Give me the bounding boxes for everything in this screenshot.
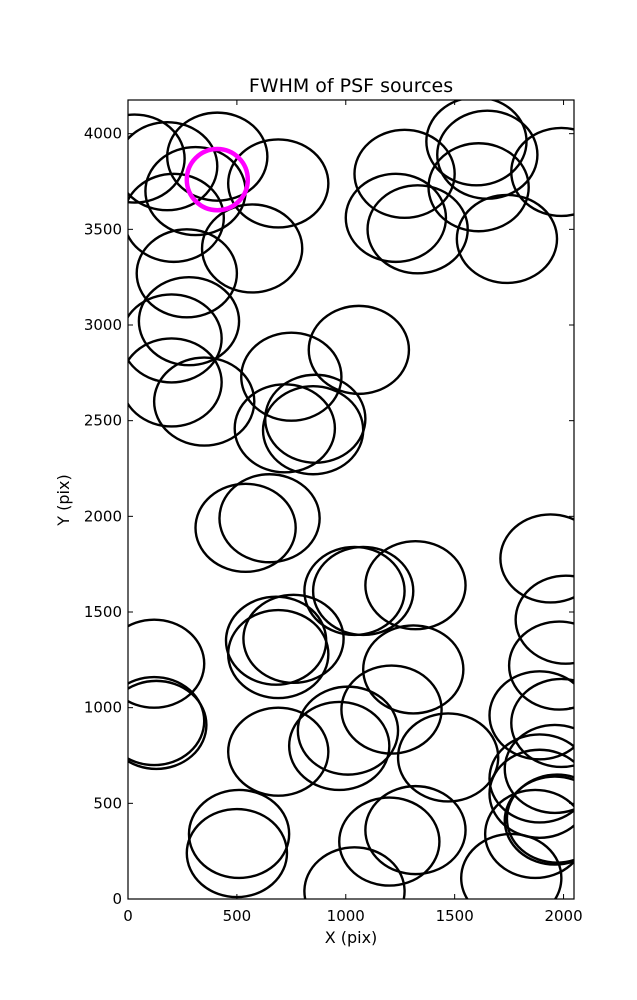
psf-source-circle	[152, 356, 256, 447]
y-tick-label: 3000	[84, 316, 122, 334]
psf-source-circle	[483, 788, 574, 880]
axis-ticks: 0 500 1000 1500 2000 0 500 1000 1500 2000 2500 3000…	[84, 100, 583, 925]
psf-source-circle	[366, 184, 469, 275]
x-tick-label: 1000	[327, 907, 365, 925]
chart-title: FWHM of PSF sources	[249, 75, 453, 97]
y-tick-label: 0	[112, 890, 122, 908]
psf-source-circle	[233, 383, 337, 474]
psf-source-circle	[137, 275, 241, 367]
x-tick-label: 500	[223, 907, 252, 925]
psf-source-circle	[503, 775, 574, 866]
psf-source-circle	[455, 193, 559, 285]
psf-source-circle	[128, 113, 186, 204]
psf-source-circle	[226, 138, 330, 229]
psf-source-circle	[200, 203, 304, 294]
y-tick-label: 500	[93, 794, 122, 812]
plot-area	[128, 100, 574, 899]
psf-source-circle	[510, 126, 574, 218]
psf-source-circle	[296, 685, 400, 776]
psf-source-circle	[364, 540, 467, 631]
psf-source-circle	[128, 293, 223, 384]
psf-source-circle	[507, 620, 574, 711]
psf-source-circle	[510, 677, 574, 769]
psf-source-circle	[460, 832, 563, 899]
psf-source-circle	[338, 796, 441, 887]
psf-source-circle	[226, 706, 330, 797]
psf-source-circle	[344, 172, 448, 264]
x-tick-label: 1500	[436, 907, 474, 925]
psf-source-circle	[311, 545, 415, 637]
psf-source-circle	[505, 773, 574, 864]
y-tick-label: 3500	[84, 220, 122, 238]
psf-source-circle	[240, 331, 343, 422]
y-tick-label: 4000	[84, 125, 122, 143]
psf-source-circle	[242, 593, 345, 684]
psf-source-circle	[185, 807, 289, 899]
psf-source-circle	[128, 121, 219, 212]
psf-source-circle	[135, 228, 239, 319]
psf-source-circle	[128, 337, 223, 428]
psf-source-circle	[427, 142, 530, 233]
x-tick-label: 0	[123, 907, 133, 925]
x-axis-label: X (pix)	[325, 928, 378, 947]
plot-frame	[127, 99, 575, 900]
psf-source-circle	[353, 128, 456, 220]
highlighted-source-circle	[184, 146, 251, 213]
psf-source-circle	[218, 473, 321, 564]
y-tick-label: 2000	[84, 507, 122, 525]
psf-source-circle	[514, 574, 574, 665]
psf-source-circle	[396, 712, 500, 803]
psf-source-circle	[261, 385, 365, 476]
psf-source-circle	[128, 172, 226, 264]
psf-source-circle	[165, 111, 269, 202]
psf-source-circle	[128, 618, 206, 709]
y-tick-label: 1500	[84, 603, 122, 621]
psf-source-circle	[187, 788, 291, 880]
psf-source-circle	[303, 846, 406, 899]
psf-source-circle	[488, 748, 574, 839]
y-axis-label: Y (pix)	[54, 474, 73, 526]
psf-source-circle	[287, 700, 391, 792]
y-tick-label: 1000	[84, 699, 122, 717]
psf-source-circle	[488, 733, 574, 824]
psf-source-circle	[194, 482, 297, 574]
psf-source-circle	[226, 608, 330, 700]
psf-source-circle	[488, 670, 574, 761]
psf-source-circle	[128, 675, 206, 767]
psf-source-circle	[499, 513, 574, 604]
psf-source-circle	[128, 679, 208, 771]
psf-source-circle	[503, 723, 574, 815]
x-tick-label: 2000	[544, 907, 582, 925]
psf-source-circle	[361, 624, 465, 715]
psf-source-circle	[364, 784, 467, 876]
psf-source-circle	[307, 304, 411, 396]
y-tick-label: 2500	[84, 412, 122, 430]
